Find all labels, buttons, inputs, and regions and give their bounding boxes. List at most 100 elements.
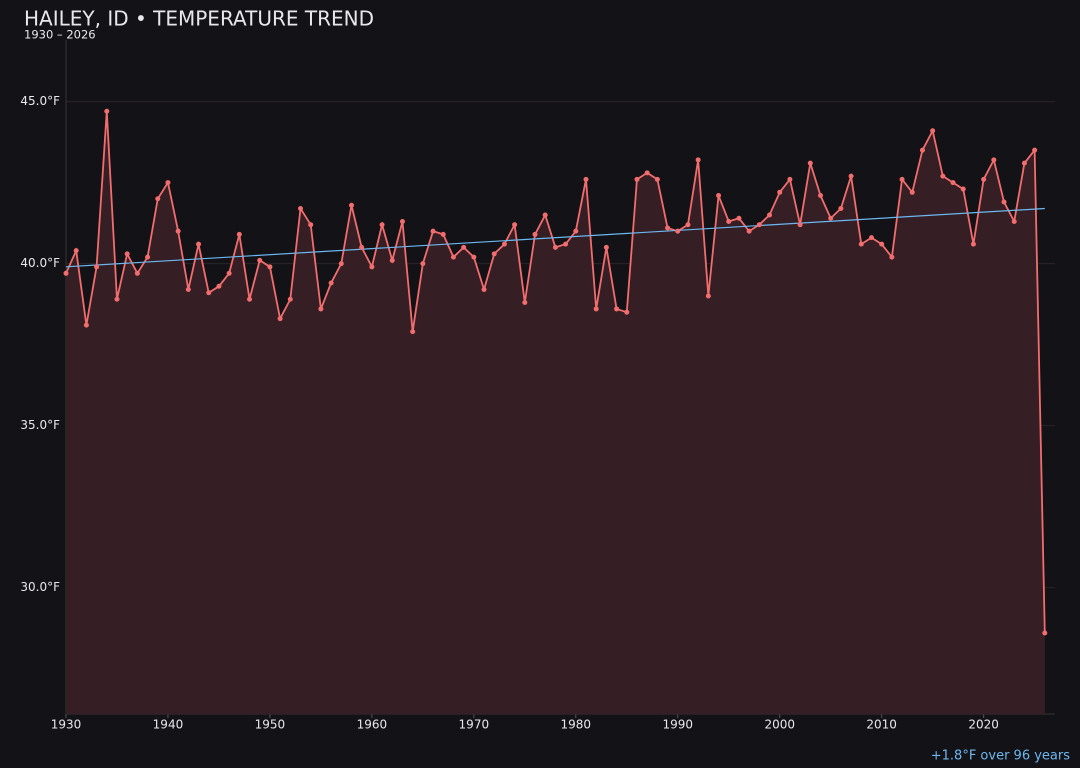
point: [807, 160, 813, 166]
point: [1021, 160, 1027, 166]
point: [828, 215, 834, 221]
point: [450, 254, 456, 260]
point: [726, 218, 732, 224]
point: [430, 228, 436, 234]
point: [124, 251, 130, 257]
point: [960, 186, 966, 192]
chart-subtitle: 1930 – 2026: [24, 28, 96, 42]
point: [226, 270, 232, 276]
point: [603, 244, 609, 250]
point: [848, 173, 854, 179]
point: [593, 306, 599, 312]
point: [196, 241, 202, 247]
y-tick-label: 35.0°F: [20, 418, 60, 432]
x-tick-label: 1930: [51, 718, 82, 732]
point: [858, 241, 864, 247]
point: [185, 287, 191, 293]
point: [236, 231, 242, 237]
point: [695, 157, 701, 163]
point: [532, 231, 538, 237]
point: [420, 261, 426, 267]
point: [950, 180, 956, 186]
point: [216, 283, 222, 289]
point: [634, 176, 640, 182]
point: [777, 189, 783, 195]
x-tick-label: 1980: [561, 718, 592, 732]
point: [981, 176, 987, 182]
point: [899, 176, 905, 182]
point: [889, 254, 895, 260]
point: [1032, 147, 1038, 153]
point: [563, 241, 569, 247]
point: [348, 202, 354, 208]
point: [1042, 630, 1048, 636]
x-tick-label: 1940: [153, 718, 184, 732]
point: [940, 173, 946, 179]
point: [573, 228, 579, 234]
point: [73, 248, 79, 254]
point: [328, 280, 334, 286]
point: [624, 309, 630, 315]
point: [165, 180, 171, 186]
point: [909, 189, 915, 195]
point: [675, 228, 681, 234]
x-tick-label: 1970: [459, 718, 490, 732]
point: [155, 196, 161, 202]
point: [257, 257, 263, 263]
point: [838, 206, 844, 211]
point: [542, 212, 548, 218]
point: [145, 254, 151, 260]
x-tick-label: 2020: [968, 718, 999, 732]
point: [583, 176, 589, 182]
point: [614, 306, 620, 312]
point: [716, 193, 722, 199]
point: [359, 244, 365, 250]
point: [134, 270, 140, 276]
point: [410, 329, 416, 335]
point: [104, 108, 110, 114]
point: [63, 270, 69, 276]
point: [481, 287, 487, 293]
point: [665, 225, 671, 231]
chart-title: HAILEY, ID • TEMPERATURE TREND: [24, 7, 374, 31]
point: [970, 241, 976, 247]
point: [369, 264, 375, 270]
point: [83, 322, 89, 328]
point: [991, 157, 997, 163]
point: [705, 293, 711, 299]
point: [114, 296, 120, 302]
x-tick-label: 2000: [764, 718, 795, 732]
point: [767, 212, 773, 218]
x-tick-label: 1950: [255, 718, 286, 732]
point: [318, 306, 324, 312]
point: [1011, 218, 1017, 224]
point: [399, 218, 405, 224]
point: [787, 176, 793, 182]
point: [298, 206, 304, 211]
point: [277, 316, 283, 322]
point: [512, 222, 518, 228]
point: [930, 128, 936, 134]
y-tick-label: 30.0°F: [20, 580, 60, 594]
point: [879, 241, 885, 247]
point: [338, 261, 344, 267]
point: [206, 290, 212, 296]
y-tick-label: 40.0°F: [20, 256, 60, 270]
point: [471, 254, 477, 260]
trend-line: [65, 207, 1045, 268]
point: [685, 222, 691, 228]
point: [756, 222, 762, 228]
point: [308, 222, 314, 228]
point: [797, 222, 803, 228]
point: [746, 228, 752, 234]
point: [736, 215, 742, 221]
point: [175, 228, 181, 234]
x-tick-label: 2010: [866, 718, 897, 732]
y-tick-label: 45.0°F: [20, 94, 60, 108]
point: [389, 257, 395, 263]
point: [247, 296, 253, 302]
point: [440, 231, 446, 237]
point: [552, 244, 558, 250]
x-tick-label: 1990: [662, 718, 693, 732]
